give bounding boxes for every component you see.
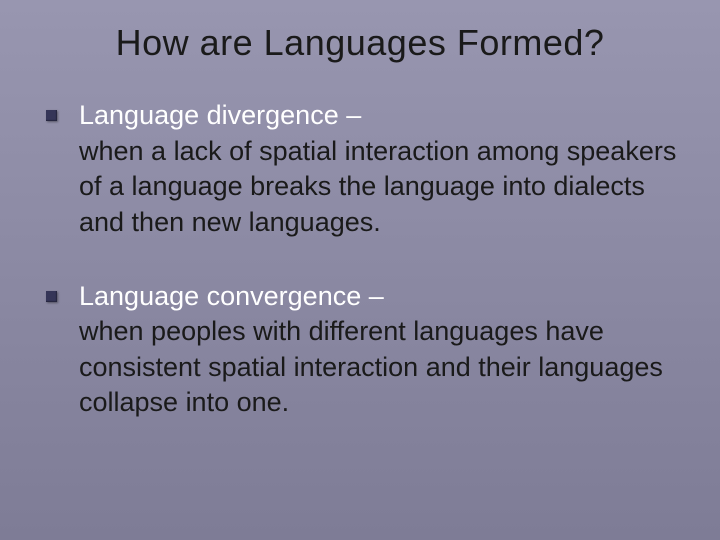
term-divergence: Language divergence – xyxy=(79,100,361,130)
square-bullet-icon xyxy=(46,110,57,121)
term-convergence: Language convergence – xyxy=(79,281,384,311)
bullet-item-convergence: Language convergence – when peoples with… xyxy=(28,279,692,422)
definition-divergence: when a lack of spatial interaction among… xyxy=(79,136,676,237)
bullet-item-divergence: Language divergence – when a lack of spa… xyxy=(28,98,692,241)
slide-title: How are Languages Formed? xyxy=(28,22,692,64)
definition-convergence: when peoples with different languages ha… xyxy=(79,316,663,417)
bullet-text: Language divergence – when a lack of spa… xyxy=(79,98,692,241)
square-bullet-icon xyxy=(46,291,57,302)
bullet-text: Language convergence – when peoples with… xyxy=(79,279,692,422)
